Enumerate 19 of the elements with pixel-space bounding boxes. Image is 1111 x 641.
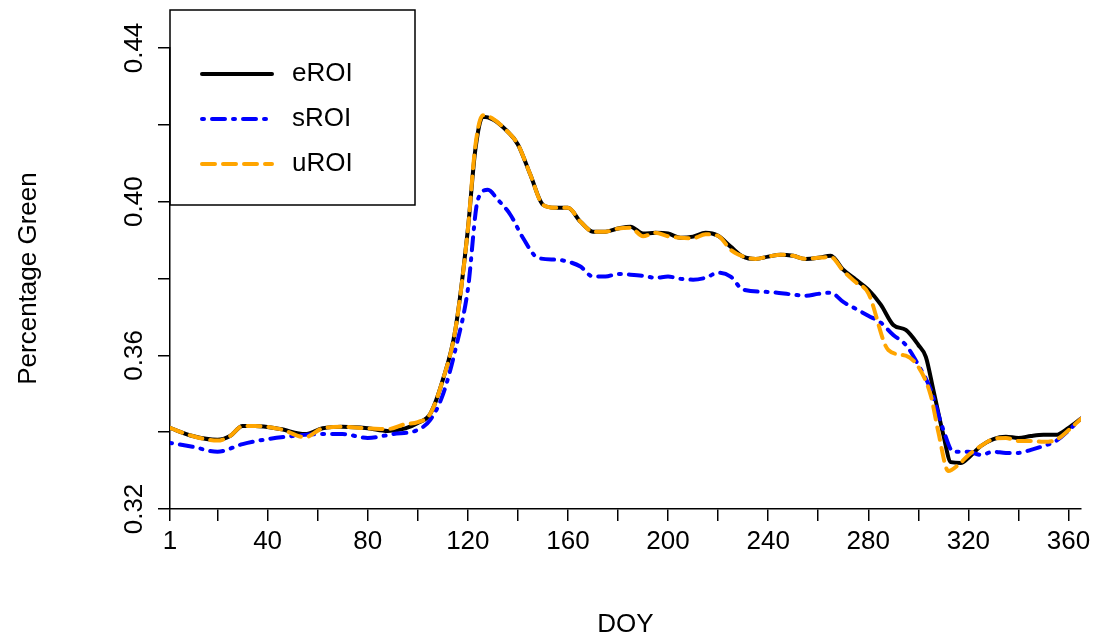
x-tick-label: 40	[253, 525, 283, 556]
y-tick-label: 0.44	[118, 22, 149, 74]
y-axis-title: Percentage Green	[12, 172, 43, 385]
y-tick-label: 0.40	[118, 176, 149, 227]
y-tick-label: 0.36	[118, 330, 149, 381]
x-tick-label: 200	[646, 525, 690, 556]
y-tick-label: 0.32	[118, 483, 149, 535]
legend-label: sROI	[292, 102, 352, 133]
x-axis-title: DOY	[597, 608, 654, 639]
x-tick-label: 320	[946, 525, 991, 556]
legend-label: uROI	[292, 147, 353, 178]
x-tick-label: 1	[162, 525, 178, 556]
x-tick-label: 360	[1046, 525, 1091, 556]
x-tick-label: 80	[353, 525, 383, 556]
x-tick-label: 240	[746, 525, 790, 556]
x-tick-label: 120	[446, 525, 490, 556]
x-tick-label: 280	[846, 525, 890, 556]
legend-label: eROI	[292, 57, 353, 88]
x-tick-label: 160	[546, 525, 590, 556]
